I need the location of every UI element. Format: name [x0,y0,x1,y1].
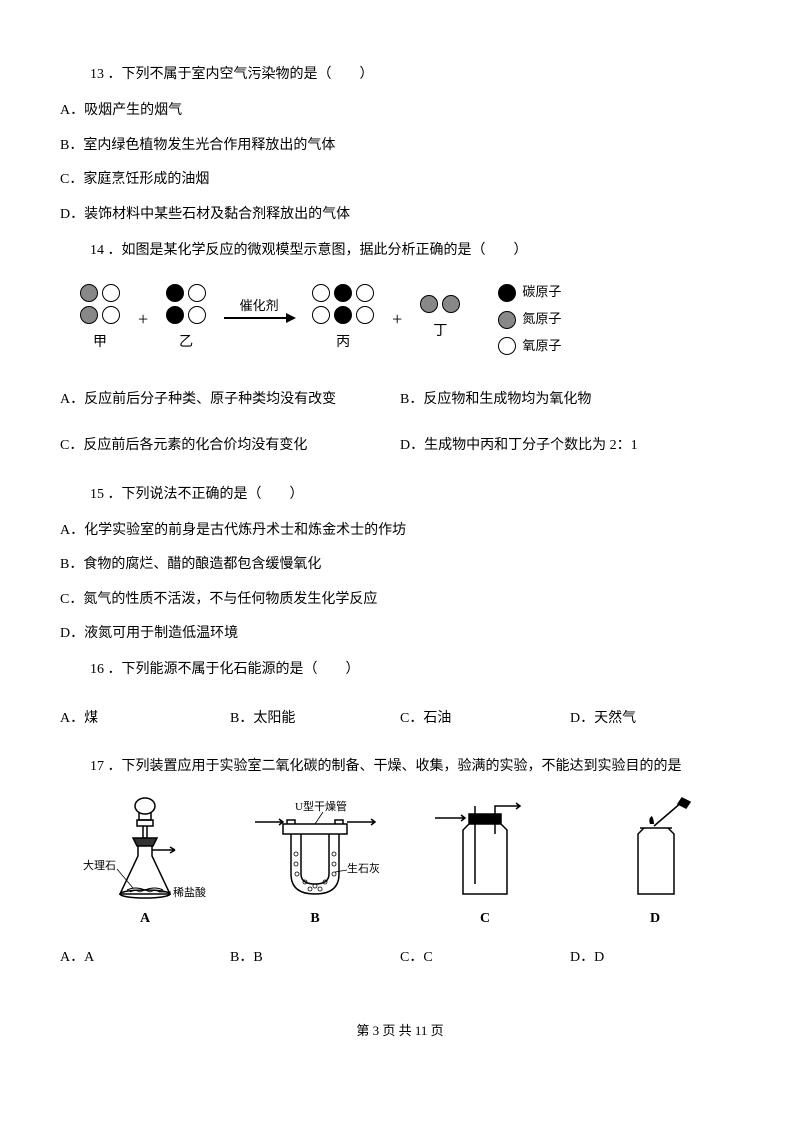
app-label-a: A [140,908,150,930]
q15-opt-c: C．氮气的性质不活泼，不与任何物质发生化学反应 [60,589,740,611]
q16-opt-d: D．天然气 [570,708,740,730]
q14-opt-c: C．反应前后各元素的化合价均没有变化 [60,435,400,457]
plus-icon: + [392,305,402,334]
q14-diagram: 甲 + 乙 催化剂 丙 + 丁 碳原子 氮原子 氧原子 [80,282,740,356]
plus-icon: + [138,305,148,334]
q17-apparatus: 大理石 稀盐酸 A [60,794,740,930]
q14-label-bing: 丙 [336,332,350,354]
q15-stem: 15 ．下列说法不正确的是（ ） [90,484,740,506]
page-footer: 第 3 页 共 11 页 [60,1021,740,1042]
q14-opt-d: D．生成物中丙和丁分子个数比为 2：1 [400,435,740,457]
q17-opt-c: C．C [400,947,570,969]
legend-nitrogen: 氮原子 [522,309,561,330]
q15-opt-b: B．食物的腐烂、醋的酿造都包含缓慢氧化 [60,554,740,576]
q13-opt-b: B．室内绿色植物发生光合作用释放出的气体 [60,135,740,157]
q14-yi: 乙 [166,284,206,354]
q16-opt-c: C．石油 [400,708,570,730]
apparatus-d: D [580,794,730,930]
q15-opt-a: A．化学实验室的前身是古代炼丹术士和炼金术士的作坊 [60,520,740,542]
q14-stem: 14 ．如图是某化学反应的微观模型示意图，据此分析正确的是（ ） [90,240,740,262]
q14-label-yi: 乙 [179,332,193,354]
q13-opt-c: C．家庭烹饪形成的油烟 [60,169,740,191]
q14-opt-a: A．反应前后分子种类、原子种类均没有改变 [60,389,400,411]
q14-ding: 丁 [420,295,460,343]
q14-bing: 丙 [312,284,374,354]
apparatus-a: 大理石 稀盐酸 A [70,794,220,930]
q13-opt-a: A．吸烟产生的烟气 [60,100,740,122]
q15-opt-d: D．液氮可用于制造低温环境 [60,623,740,645]
q14-label-jia: 甲 [93,332,107,354]
q16-opt-b: B．太阳能 [230,708,400,730]
arrow-icon: 催化剂 [224,296,294,343]
anno-acid: 稀盐酸 [173,885,206,899]
q17-stem: 17 ．下列装置应用于实验室二氧化碳的制备、干燥、收集，验满的实验，不能达到实验… [90,756,740,778]
q14-jia: 甲 [80,284,120,354]
q13-stem: 13 ．下列不属于室内空气污染物的是（ ） [90,64,740,86]
q17-opt-a: A．A [60,947,230,969]
apparatus-c: C [410,794,560,930]
app-label-c: C [480,908,490,930]
app-label-d: D [650,908,660,930]
q16-opt-a: A．煤 [60,708,230,730]
q14-legend: 碳原子 氮原子 氧原子 [498,282,561,356]
anno-quicklime: 生石灰 [347,861,380,875]
anno-tube: U型干燥管 [295,799,347,813]
q16-stem: 16 ．下列能源不属于化石能源的是（ ） [90,659,740,681]
q14-opt-b: B．反应物和生成物均为氧化物 [400,389,740,411]
app-label-b: B [310,908,319,930]
legend-oxygen: 氧原子 [522,336,561,357]
q17-opt-d: D．D [570,947,740,969]
q17-opt-b: B．B [230,947,400,969]
anno-marble: 大理石 [83,858,116,872]
legend-carbon: 碳原子 [522,282,561,303]
q14-arrow-label: 催化剂 [240,296,279,317]
apparatus-b: U型干燥管 生石灰 B [240,794,390,930]
q13-opt-d: D．装饰材料中某些石材及黏合剂释放出的气体 [60,204,740,226]
q14-label-ding: 丁 [433,321,447,343]
